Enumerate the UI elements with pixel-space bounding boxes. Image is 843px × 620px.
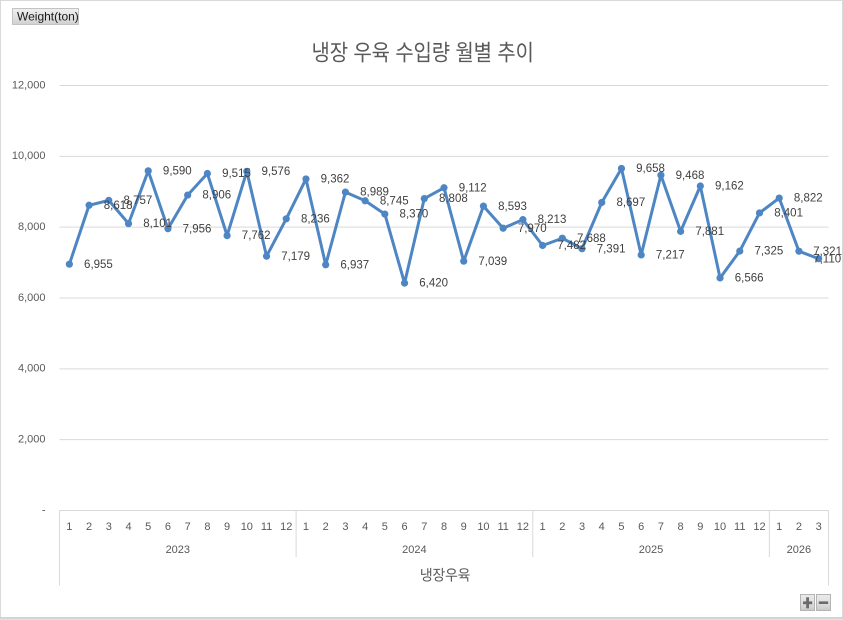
svg-text:8,213: 8,213 (538, 214, 567, 226)
svg-text:4: 4 (362, 521, 368, 533)
svg-text:7,217: 7,217 (656, 250, 685, 262)
svg-text:8,989: 8,989 (360, 187, 389, 199)
svg-text:2026: 2026 (787, 544, 811, 556)
svg-text:8,697: 8,697 (616, 197, 645, 209)
svg-text:12: 12 (280, 521, 292, 533)
svg-text:11: 11 (734, 521, 745, 533)
svg-text:6,955: 6,955 (84, 259, 113, 271)
svg-text:8: 8 (441, 521, 447, 533)
svg-text:7,110: 7,110 (813, 253, 841, 265)
svg-text:8,401: 8,401 (774, 208, 803, 220)
svg-text:2: 2 (796, 521, 802, 533)
svg-text:8: 8 (678, 521, 684, 533)
svg-text:7,482: 7,482 (557, 240, 586, 252)
svg-text:9,162: 9,162 (715, 181, 744, 193)
svg-text:2: 2 (86, 521, 92, 533)
svg-text:6: 6 (638, 521, 644, 533)
svg-text:-: - (42, 504, 46, 516)
svg-text:9,576: 9,576 (262, 166, 291, 178)
svg-text:8,745: 8,745 (380, 195, 409, 207)
svg-text:8,808: 8,808 (439, 193, 468, 205)
svg-text:12: 12 (753, 521, 765, 533)
svg-text:5: 5 (618, 521, 624, 533)
svg-text:2024: 2024 (402, 544, 426, 556)
svg-text:7: 7 (421, 521, 427, 533)
svg-text:7,688: 7,688 (577, 233, 606, 245)
svg-text:5: 5 (145, 521, 151, 533)
svg-text:9,362: 9,362 (321, 174, 350, 186)
svg-text:9: 9 (697, 521, 703, 533)
svg-text:4,000: 4,000 (18, 363, 46, 375)
svg-text:9,658: 9,658 (636, 163, 665, 175)
svg-text:7,321: 7,321 (813, 246, 842, 258)
svg-text:8: 8 (204, 521, 210, 533)
svg-text:10,000: 10,000 (12, 150, 46, 162)
svg-text:9,112: 9,112 (459, 182, 487, 194)
svg-text:3: 3 (579, 521, 585, 533)
svg-text:10: 10 (477, 521, 489, 533)
svg-text:7,970: 7,970 (518, 223, 547, 235)
svg-text:8,000: 8,000 (18, 221, 46, 233)
svg-text:8,822: 8,822 (794, 193, 823, 205)
svg-text:6: 6 (165, 521, 171, 533)
svg-text:8,101: 8,101 (143, 218, 172, 230)
svg-text:7: 7 (185, 521, 191, 533)
svg-text:5: 5 (382, 521, 388, 533)
svg-text:6,000: 6,000 (18, 292, 46, 304)
svg-text:1: 1 (66, 521, 72, 533)
svg-text:8,370: 8,370 (400, 209, 429, 221)
svg-text:6,420: 6,420 (419, 278, 448, 290)
svg-text:11: 11 (261, 521, 272, 533)
svg-text:10: 10 (714, 521, 726, 533)
svg-text:8,757: 8,757 (123, 195, 152, 207)
svg-text:6,566: 6,566 (735, 273, 764, 285)
svg-text:10: 10 (241, 521, 253, 533)
svg-text:12: 12 (517, 521, 529, 533)
svg-text:7,325: 7,325 (754, 246, 783, 258)
svg-text:1: 1 (540, 521, 546, 533)
svg-text:7,956: 7,956 (183, 223, 212, 235)
svg-text:7,039: 7,039 (478, 256, 507, 268)
svg-text:1: 1 (776, 521, 782, 533)
svg-text:7,179: 7,179 (281, 251, 310, 263)
svg-text:6,937: 6,937 (340, 259, 369, 271)
svg-text:12,000: 12,000 (12, 79, 46, 91)
svg-text:11: 11 (497, 521, 508, 533)
svg-text:4: 4 (599, 521, 605, 533)
svg-text:7,881: 7,881 (695, 226, 724, 238)
svg-text:2: 2 (559, 521, 565, 533)
svg-text:4: 4 (125, 521, 131, 533)
svg-text:2,000: 2,000 (18, 434, 46, 446)
svg-text:1: 1 (303, 521, 309, 533)
svg-text:7: 7 (658, 521, 664, 533)
svg-text:2023: 2023 (166, 544, 190, 556)
svg-text:8,906: 8,906 (202, 190, 231, 202)
svg-text:6: 6 (401, 521, 407, 533)
svg-text:8,618: 8,618 (104, 200, 133, 212)
svg-text:7,762: 7,762 (242, 230, 271, 242)
svg-text:9,590: 9,590 (163, 165, 192, 177)
svg-text:9,468: 9,468 (676, 170, 705, 182)
svg-text:3: 3 (816, 521, 822, 533)
svg-text:9: 9 (224, 521, 230, 533)
svg-text:7,391: 7,391 (597, 243, 626, 255)
svg-text:2: 2 (323, 521, 329, 533)
svg-text:8,593: 8,593 (498, 201, 527, 213)
svg-text:3: 3 (106, 521, 112, 533)
svg-text:9: 9 (461, 521, 467, 533)
svg-text:Weight(ton): Weight(ton) (17, 10, 79, 24)
svg-text:8,236: 8,236 (301, 213, 330, 225)
svg-text:2025: 2025 (639, 544, 663, 556)
svg-text:9,515: 9,515 (222, 168, 251, 180)
svg-text:3: 3 (342, 521, 348, 533)
